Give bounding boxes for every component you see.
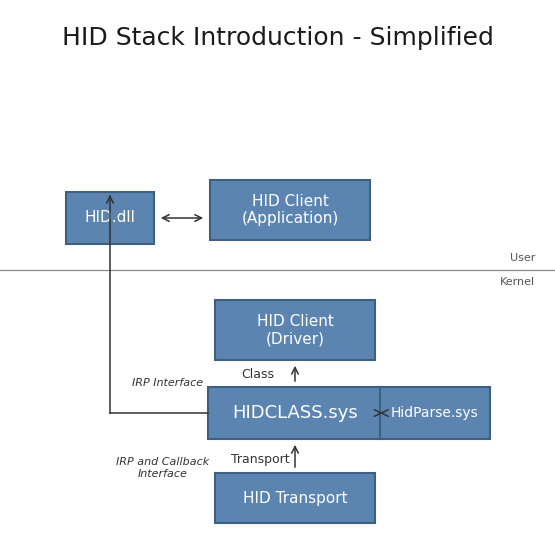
Text: HID Stack Introduction - Simplified: HID Stack Introduction - Simplified <box>62 26 493 50</box>
Text: Kernel: Kernel <box>500 277 535 287</box>
FancyBboxPatch shape <box>215 300 375 360</box>
Text: HID Client
(Driver): HID Client (Driver) <box>256 314 334 346</box>
FancyBboxPatch shape <box>215 473 375 523</box>
Text: HID Client
(Application): HID Client (Application) <box>241 194 339 226</box>
Text: HID.dll: HID.dll <box>84 210 135 225</box>
Text: HID Transport: HID Transport <box>243 490 347 505</box>
Text: IRP Interface: IRP Interface <box>133 378 204 388</box>
Text: IRP and Callback
Interface: IRP and Callback Interface <box>117 457 210 479</box>
Text: Transport: Transport <box>231 454 289 466</box>
FancyBboxPatch shape <box>66 192 154 244</box>
FancyBboxPatch shape <box>208 387 382 439</box>
Text: Class: Class <box>241 368 275 380</box>
FancyBboxPatch shape <box>210 180 370 240</box>
FancyBboxPatch shape <box>380 387 490 439</box>
Text: User: User <box>509 253 535 263</box>
Text: HIDCLASS.sys: HIDCLASS.sys <box>232 404 358 422</box>
Text: HidParse.sys: HidParse.sys <box>391 406 479 420</box>
